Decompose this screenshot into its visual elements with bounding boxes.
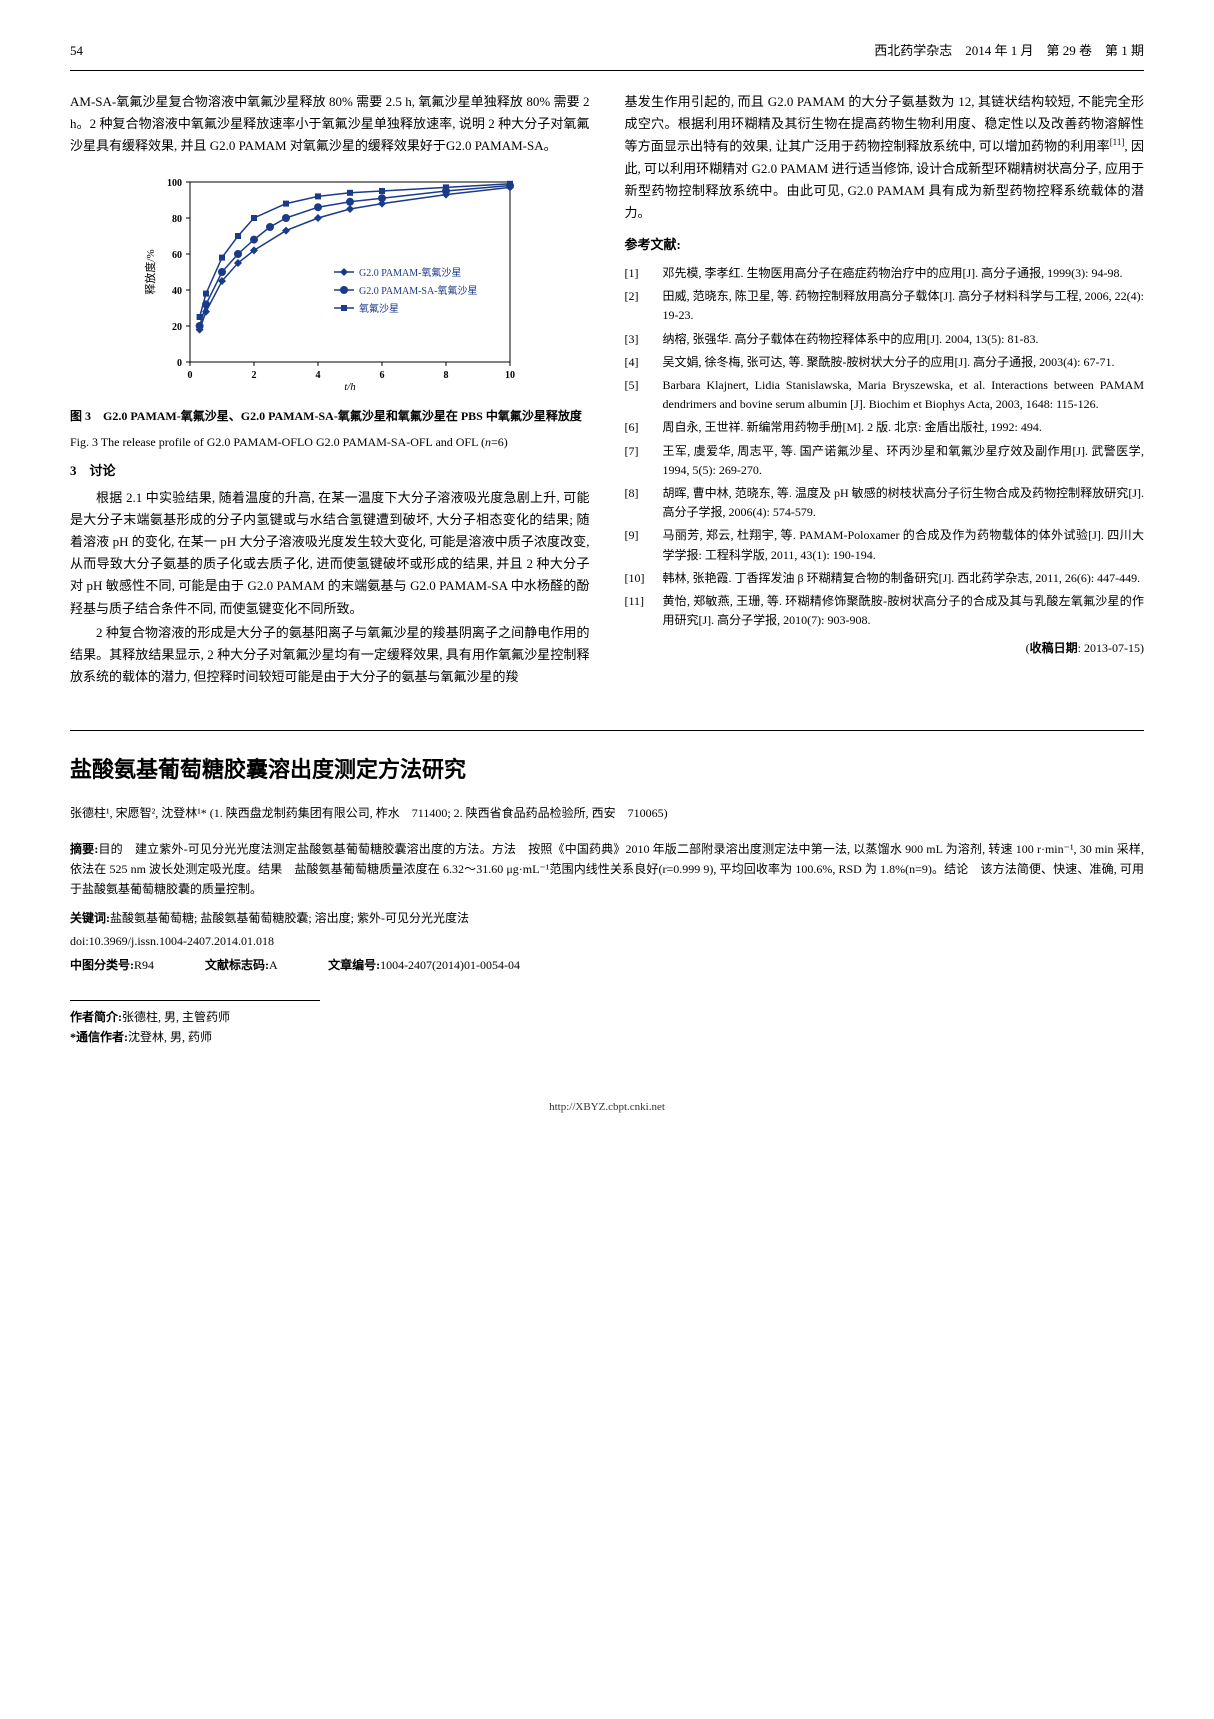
- svg-text:20: 20: [172, 322, 182, 333]
- reference-item: [6]周自永, 王世祥. 新编常用药物手册[M]. 2 版. 北京: 金盾出版社…: [625, 418, 1145, 437]
- svg-text:0: 0: [187, 370, 192, 381]
- received-date: (收稿日期: 2013-07-15): [625, 638, 1145, 658]
- page-footer: http://XBYZ.cbpt.cnki.net: [70, 1098, 1144, 1117]
- references-heading: 参考文献:: [625, 234, 1145, 256]
- svg-text:8: 8: [443, 370, 448, 381]
- svg-text:6: 6: [379, 370, 384, 381]
- reference-item: [1]邓先模, 李孝红. 生物医用高分子在癌症药物治疗中的应用[J]. 高分子通…: [625, 264, 1145, 283]
- article2-title: 盐酸氨基葡萄糖胶囊溶出度测定方法研究: [70, 751, 1144, 788]
- reference-item: [2]田威, 范晓东, 陈卫星, 等. 药物控制释放用高分子载体[J]. 高分子…: [625, 287, 1145, 325]
- chart-container: 0 20 40 60 80 100 0 2 4 6 8 10 t/h 释放度/% G2.0 PAMAM-氧氟…: [70, 172, 590, 392]
- page-number: 54: [70, 40, 83, 62]
- svg-text:G2.0 PAMAM-SA-氧氟沙星: G2.0 PAMAM-SA-氧氟沙星: [359, 284, 478, 297]
- references-list: [1]邓先模, 李孝红. 生物医用高分子在癌症药物治疗中的应用[J]. 高分子通…: [625, 264, 1145, 630]
- para-top-right: 基发生作用引起的, 而且 G2.0 PAMAM 的大分子氨基数为 12, 其链状…: [625, 91, 1145, 224]
- reference-item: [7]王军, 虞爱华, 周志平, 等. 国产诺氟沙星、环丙沙星和氧氟沙星疗效及副…: [625, 442, 1145, 480]
- author-bio: 作者简介:张德柱, 男, 主管药师: [70, 1007, 320, 1027]
- svg-text:4: 4: [315, 370, 320, 381]
- svg-text:释放度/%: 释放度/%: [143, 250, 157, 295]
- section-3-heading: 3 讨论: [70, 460, 590, 482]
- svg-text:2: 2: [251, 370, 256, 381]
- journal-info: 西北药学杂志 2014 年 1 月 第 29 卷 第 1 期: [874, 40, 1144, 62]
- svg-text:80: 80: [172, 214, 182, 225]
- para3a: 根据 2.1 中实验结果, 随着温度的升高, 在某一温度下大分子溶液吸光度急剧上…: [70, 487, 590, 620]
- article2-authors: 张德柱¹, 宋愿智², 沈登林¹* (1. 陕西盘龙制药集团有限公司, 柞水 7…: [70, 803, 1144, 823]
- left-column: AM-SA-氧氟沙星复合物溶液中氧氟沙星释放 80% 需要 2.5 h, 氧氟沙…: [70, 91, 590, 690]
- svg-text:氧氟沙星: 氧氟沙星: [359, 302, 399, 315]
- reference-item: [4]吴文娟, 徐冬梅, 张可达, 等. 聚酰胺-胺树状大分子的应用[J]. 高…: [625, 353, 1145, 372]
- corresponding-author: *通信作者:沈登林, 男, 药师: [70, 1027, 320, 1047]
- reference-item: [10]韩林, 张艳霞. 丁香挥发油 β 环糊精复合物的制备研究[J]. 西北药…: [625, 569, 1145, 588]
- svg-text:0: 0: [177, 358, 182, 369]
- reference-item: [11]黄怡, 郑敏燕, 王珊, 等. 环糊精修饰聚酰胺-胺树状高分子的合成及其…: [625, 592, 1145, 630]
- page-header: 54 西北药学杂志 2014 年 1 月 第 29 卷 第 1 期: [70, 40, 1144, 71]
- svg-text:t/h: t/h: [344, 381, 356, 392]
- right-column: 基发生作用引起的, 而且 G2.0 PAMAM 的大分子氨基数为 12, 其链状…: [625, 91, 1145, 690]
- para3b: 2 种复合物溶液的形成是大分子的氨基阳离子与氧氟沙星的羧基阴离子之间静电作用的结…: [70, 622, 590, 688]
- svg-text:60: 60: [172, 250, 182, 261]
- reference-item: [3]纳榕, 张强华. 高分子载体在药物控释体系中的应用[J]. 2004, 1…: [625, 330, 1145, 349]
- article2-abstract: 摘要:目的 建立紫外-可见分光光度法测定盐酸氨基葡萄糖胶囊溶出度的方法。方法 按…: [70, 839, 1144, 900]
- article2-keywords: 关键词:盐酸氨基葡萄糖; 盐酸氨基葡萄糖胶囊; 溶出度; 紫外-可见分光光度法: [70, 908, 1144, 928]
- para1: AM-SA-氧氟沙星复合物溶液中氧氟沙星释放 80% 需要 2.5 h, 氧氟沙…: [70, 91, 590, 157]
- figure-caption-en: Fig. 3 The release profile of G2.0 PAMAM…: [70, 432, 590, 452]
- article2-classification-row: 中图分类号:R94 文献标志码:A 文章编号:1004-2407(2014)01…: [70, 955, 1144, 975]
- article2-doi: doi:10.3969/j.issn.1004-2407.2014.01.018: [70, 931, 1144, 951]
- svg-text:10: 10: [505, 370, 515, 381]
- reference-item: [5]Barbara Klajnert, Lidia Stanislawska,…: [625, 376, 1145, 414]
- release-chart: 0 20 40 60 80 100 0 2 4 6 8 10 t/h 释放度/% G2.0 PAMAM-氧氟…: [140, 172, 520, 392]
- figure-caption-cn: 图 3 G2.0 PAMAM-氧氟沙星、G2.0 PAMAM-SA-氧氟沙星和氧…: [70, 407, 590, 426]
- svg-text:40: 40: [172, 286, 182, 297]
- svg-text:100: 100: [167, 178, 182, 189]
- svg-text:G2.0 PAMAM-氧氟沙星: G2.0 PAMAM-氧氟沙星: [359, 266, 461, 279]
- reference-item: [8]胡晖, 曹中林, 范晓东, 等. 温度及 pH 敏感的树枝状高分子衍生物合…: [625, 484, 1145, 522]
- article2-footer: 作者简介:张德柱, 男, 主管药师 *通信作者:沈登林, 男, 药师: [70, 1000, 320, 1048]
- two-column-content: AM-SA-氧氟沙星复合物溶液中氧氟沙星释放 80% 需要 2.5 h, 氧氟沙…: [70, 91, 1144, 690]
- article-2: 盐酸氨基葡萄糖胶囊溶出度测定方法研究 张德柱¹, 宋愿智², 沈登林¹* (1.…: [70, 730, 1144, 1048]
- reference-item: [9]马丽芳, 郑云, 杜翔宇, 等. PAMAM-Poloxamer 的合成及…: [625, 526, 1145, 564]
